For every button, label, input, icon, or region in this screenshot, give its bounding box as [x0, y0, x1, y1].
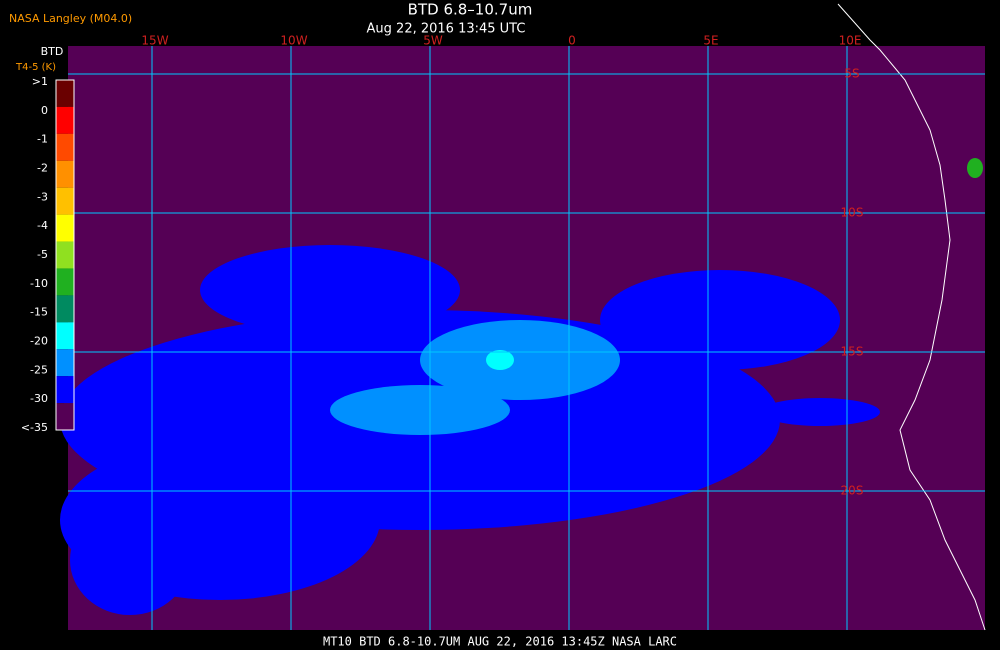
colorbar-swatch: [56, 349, 74, 377]
latitude-label: 5S: [844, 67, 859, 81]
colorbar-label: -25: [30, 363, 48, 376]
colorbar-swatch: [56, 295, 74, 323]
footer: MT10 BTD 6.8-10.7UM AUG 22, 2016 13:45Z …: [323, 635, 677, 649]
coastline: [837, 3, 986, 631]
colorbar-label: -5: [37, 248, 48, 261]
colorbar-label: 0: [41, 104, 48, 117]
title: BTD 6.8–10.7um: [408, 1, 533, 19]
colorbar-label: >1: [32, 75, 48, 88]
colorbar-swatch: [56, 403, 74, 430]
colorbar-frame: [55, 79, 75, 431]
colorbar-label: -4: [37, 219, 48, 232]
longitude-label: 0: [568, 34, 576, 48]
latitude-label: 10S: [841, 206, 864, 220]
colorbar-swatch: [56, 133, 74, 161]
colorbar-swatch: [56, 80, 74, 107]
cloud: [70, 505, 190, 615]
cloud: [967, 158, 983, 178]
cloud-field: [60, 158, 983, 615]
latitude-label: 20S: [841, 484, 864, 498]
colorbar-swatch: [56, 376, 74, 404]
colorbar-unit: T4-5 (K): [15, 62, 56, 73]
colorbar: >1 0 -1 -2 -3 -4 -5 -10 -15 -20 -25 -30 <-35: [21, 75, 75, 434]
longitude-label: 5W: [423, 34, 443, 48]
latitude-label: 15S: [841, 345, 864, 359]
colorbar-swatch: [56, 160, 74, 188]
colorbar-label: -1: [37, 133, 48, 146]
colorbar-label: -20: [30, 335, 48, 348]
cloud: [420, 320, 620, 400]
colorbar-swatch: [56, 268, 74, 296]
colorbar-label: <-35: [21, 421, 48, 434]
colorbar-swatch: [56, 187, 74, 215]
colorbar-swatch: [56, 106, 74, 134]
colorbar-label: -10: [30, 277, 48, 290]
cloud: [200, 245, 460, 335]
source-label: NASA Langley (M04.0): [9, 12, 132, 25]
colorbar-label: -3: [37, 190, 48, 203]
cloud: [486, 350, 514, 370]
subtitle: Aug 22, 2016 13:45 UTC: [367, 22, 526, 37]
colorbar-label: -2: [37, 162, 48, 175]
cloud: [760, 398, 880, 426]
colorbar-swatch: [56, 322, 74, 350]
longitude-label: 10W: [280, 34, 307, 48]
colorbar-title: BTD: [41, 45, 64, 58]
colorbar-swatch: [56, 241, 74, 269]
cloud: [330, 385, 510, 435]
longitude-label: 15W: [141, 34, 168, 48]
longitude-label: 10E: [839, 34, 862, 48]
longitude-label: 5E: [703, 34, 718, 48]
cloud: [600, 270, 840, 370]
colorbar-label: -15: [30, 306, 48, 319]
colorbar-label: -30: [30, 392, 48, 405]
colorbar-swatch: [56, 214, 74, 242]
graticule: 15W 10W 5W 0 5E 10E 5S 10S 15S 20S: [68, 34, 985, 630]
